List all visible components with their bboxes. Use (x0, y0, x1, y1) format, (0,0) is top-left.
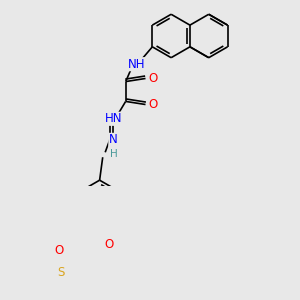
Text: N: N (109, 134, 118, 146)
Text: O: O (55, 244, 64, 257)
Text: O: O (148, 72, 158, 85)
Text: O: O (148, 98, 158, 111)
Text: HN: HN (104, 112, 122, 125)
Text: NH: NH (128, 58, 146, 71)
Text: O: O (104, 238, 113, 251)
Text: H: H (110, 148, 118, 158)
Text: S: S (57, 266, 64, 279)
